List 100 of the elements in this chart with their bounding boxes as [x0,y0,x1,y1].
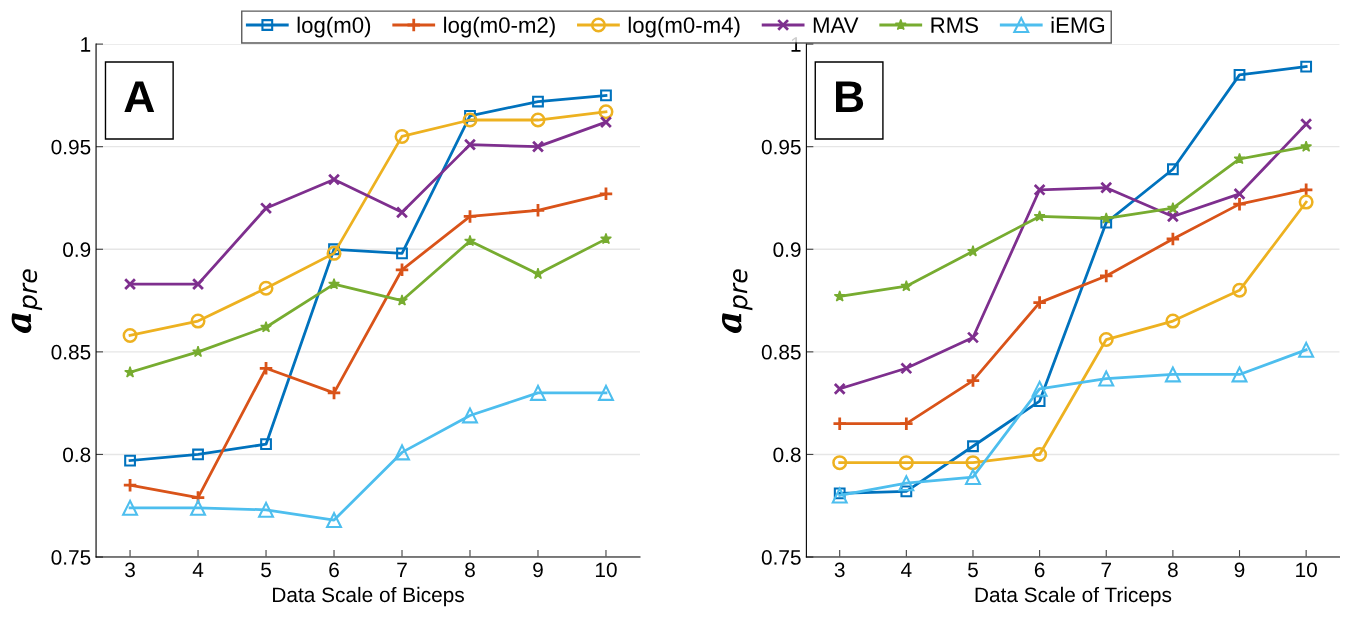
legend-label: RMS [931,17,979,33]
legend-label: MAV [813,17,859,33]
point [396,247,408,260]
y-tick-label: 0.8 [773,447,801,463]
y-tick-label: 0.95 [51,139,91,155]
point [190,313,206,329]
point [1166,201,1179,214]
point [964,469,981,485]
y-tick-label: 0.9 [773,242,801,258]
point [965,455,981,471]
point [124,454,136,467]
x-tick-label: 6 [329,562,339,578]
point [1299,117,1313,131]
y-tick-label: 0.8 [63,447,91,463]
point [394,444,410,461]
point [258,280,274,296]
point [259,201,273,215]
point [122,499,139,516]
point [599,232,612,245]
point [258,360,274,376]
point [599,115,613,129]
point [532,95,544,108]
point [328,277,341,290]
point [1231,366,1248,383]
point [1233,152,1246,165]
x-tick-label: 9 [533,562,543,578]
point [464,234,476,247]
x-tick-label: 8 [1167,562,1178,578]
point [191,277,205,291]
point [1033,210,1046,222]
point [1233,187,1246,201]
x-tick-label: 10 [595,562,617,578]
point [260,320,273,333]
point [123,277,137,291]
point [598,186,614,202]
point [1300,60,1313,73]
y-tick-label: 0.75 [51,550,91,565]
point [532,267,544,280]
point [531,140,545,153]
x-tick-label: 4 [901,562,912,577]
point [1233,68,1246,81]
point [600,89,612,102]
x-tick-label: 9 [1234,562,1245,578]
point [1033,395,1046,407]
y-axis-title: a$_{pre}$ [11,269,43,333]
point [1098,332,1114,348]
point [966,331,980,344]
x-tick-label: 3 [834,562,845,578]
point [1100,181,1113,194]
y-tick-label: 0.85 [761,344,801,360]
x-tick-label: 6 [1034,562,1045,578]
x-tick-label: 8 [465,562,475,578]
point [1032,446,1048,462]
legend-label: log(m0-m2) [444,16,555,38]
point [1100,212,1113,224]
point [833,290,846,302]
x-axis-title: Data Scale of Biceps [273,586,464,607]
point [1033,183,1046,197]
point [1166,210,1180,223]
y-tick-label: 0.85 [51,344,91,360]
point [598,104,614,120]
point [122,477,138,493]
x-tick-label: 7 [1101,562,1111,577]
point [833,382,846,396]
annotation: B [836,81,864,113]
point [530,112,546,128]
point [967,440,979,453]
point [394,128,410,144]
point [530,202,546,218]
point [394,262,410,278]
point [530,384,546,401]
x-tick-label: 4 [192,562,204,577]
y-axis-title: a$_{pre}$ [721,269,753,333]
point [1165,231,1181,247]
point [965,372,981,389]
point [1298,341,1315,358]
point [462,208,478,225]
point [122,327,138,343]
point [597,384,614,401]
x-tick-label: 5 [968,562,978,578]
point [463,138,477,151]
y-tick-label: 0.75 [761,550,801,565]
point [1098,268,1114,284]
legend-label: log(m0) [297,16,371,38]
point [832,455,848,471]
point [326,512,343,529]
point [1100,216,1113,229]
point [900,362,913,375]
point [327,173,341,186]
point [966,245,979,257]
point [1231,196,1248,212]
point [1164,366,1181,383]
point [326,245,342,261]
point [831,487,848,504]
point [260,438,272,451]
y-tick-label: 1 [791,37,801,52]
point [462,112,478,128]
point [1031,294,1048,311]
point [1166,163,1179,176]
x-tick-label: 3 [125,562,135,578]
